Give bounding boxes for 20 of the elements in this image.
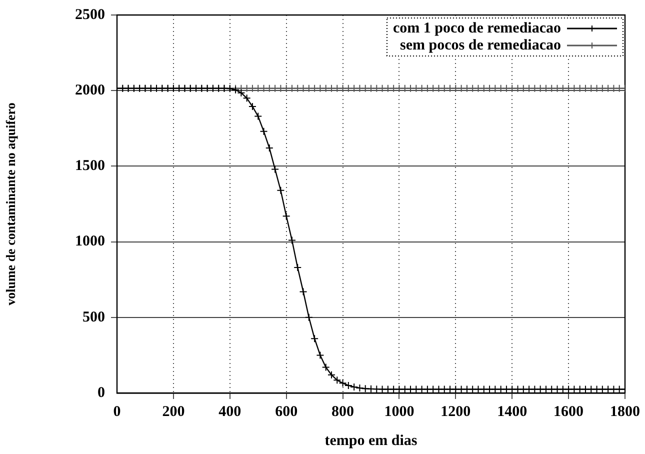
legend-label: com 1 poco de remediacao [392,20,561,36]
y-tick-label: 0 [98,384,105,401]
x-tick-label: 800 [332,404,354,420]
y-tick-label: 2000 [75,82,105,98]
y-tick-label: 1500 [75,158,105,174]
y-tick-label: 500 [82,309,105,326]
x-tick-label: 600 [275,404,298,420]
y-tick-label: 1000 [75,234,105,250]
x-tick-label: 1000 [384,404,414,420]
x-tick-label: 1200 [440,404,471,420]
x-axis-title: tempo em dias [324,432,418,449]
x-tick-label: 1400 [497,404,528,420]
legend-label: sem pocos de remediacao [400,37,561,54]
x-tick-label: 0 [113,404,121,420]
x-tick-label: 1600 [554,404,584,420]
x-tick-label: 1800 [610,404,640,420]
y-axis-title: volume de contaminante no aquifero [3,102,18,306]
y-tick-label: 2500 [75,6,105,23]
x-tick-label: 400 [218,404,242,420]
x-tick-label: 200 [162,404,185,420]
